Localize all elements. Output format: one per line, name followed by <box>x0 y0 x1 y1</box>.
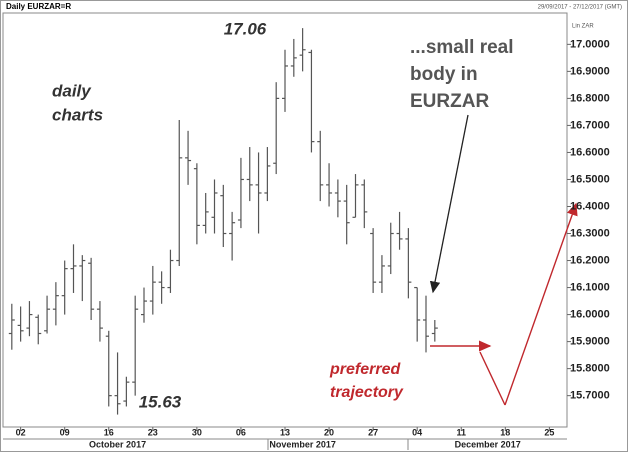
high-label: 17.06 <box>224 19 267 38</box>
low-label: 15.63 <box>139 392 182 411</box>
annotation: body in <box>410 64 478 85</box>
annotation: trajectory <box>330 384 404 401</box>
y-tick-label: 16.5000 <box>570 173 610 185</box>
y-tick-label: 16.3000 <box>570 227 610 239</box>
annotation: EURZAR <box>410 91 489 112</box>
arrow <box>504 202 578 406</box>
x-tick-label: 18 <box>500 427 510 437</box>
bars <box>8 28 438 415</box>
y-tick-label: 16.0000 <box>570 308 610 320</box>
x-tick-label: 30 <box>192 427 202 437</box>
arrow <box>429 114 469 294</box>
y-tick-label: 15.7000 <box>570 390 610 402</box>
y-tick-label: 16.6000 <box>570 146 610 158</box>
x-tick-label: 20 <box>324 427 334 437</box>
x-tick-label: 27 <box>368 427 378 437</box>
y-tick-label: 16.7000 <box>570 119 610 131</box>
month-label: November 2017 <box>269 439 336 449</box>
annotation: preferred <box>329 361 401 378</box>
x-tick-label: 09 <box>60 427 70 437</box>
month-label: October 2017 <box>89 439 146 449</box>
arrow <box>479 351 506 406</box>
y-tick-label: 16.9000 <box>570 65 610 77</box>
month-label: December 2017 <box>455 439 521 449</box>
x-tick-label: 06 <box>236 427 246 437</box>
x-tick-label: 13 <box>280 427 290 437</box>
annotation: ...small real <box>410 37 514 58</box>
y-tick-label: 16.4000 <box>570 200 610 212</box>
annotation: charts <box>52 105 103 124</box>
y-tick-label: 15.9000 <box>570 336 610 348</box>
annotation: daily <box>52 81 92 100</box>
y-tick-label: 17.0000 <box>570 38 610 50</box>
x-tick-label: 04 <box>412 427 422 437</box>
y-tick-label: 15.8000 <box>570 363 610 375</box>
x-tick-label: 25 <box>544 427 554 437</box>
chart-subtitle: 29/09/2017 - 27/12/2017 (GMT) <box>538 5 622 11</box>
y-tick-label: 16.2000 <box>570 254 610 266</box>
chart-title: Daily EURZAR=R <box>6 2 71 11</box>
x-tick-label: 02 <box>16 427 26 437</box>
x-tick-label: 11 <box>456 427 466 437</box>
x-tick-label: 16 <box>104 427 114 437</box>
y-tick-label: 16.8000 <box>570 92 610 104</box>
x-tick-label: 23 <box>148 427 158 437</box>
y-tick-label: 16.1000 <box>570 281 610 293</box>
axis-label: Lin ZAR <box>572 24 594 30</box>
